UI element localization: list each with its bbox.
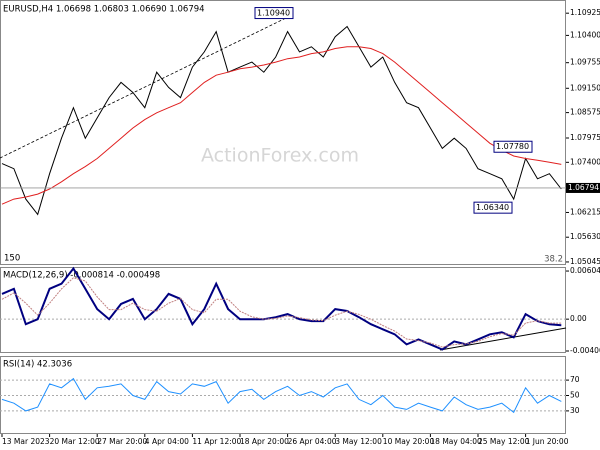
y-tick-label: 1.07400	[570, 157, 600, 166]
y-tick-label: 1.10925	[570, 8, 600, 17]
series-line	[1, 377, 562, 414]
rsi-title: RSI(14) 42.3036	[3, 360, 72, 370]
macd-panel	[0, 267, 566, 353]
series-line	[1, 277, 562, 348]
y-tick-label: 1.07975	[570, 133, 600, 142]
x-tick-label: 27 Mar 20:00	[97, 437, 147, 446]
series-line	[1, 46, 562, 205]
x-tick-label: 18 Apr 20:00	[240, 437, 289, 446]
x-tick-label: 18 May 04:00	[430, 437, 482, 446]
y-tick-label: 1.05630	[570, 232, 600, 241]
y-tick-label: 1.09755	[570, 58, 600, 67]
x-tick-label: 4 Apr 04:00	[145, 437, 189, 446]
y-tick-label: 70	[570, 375, 580, 384]
y-tick-label: -0.004005	[570, 346, 600, 355]
y-tick-label: 0.006049	[570, 266, 600, 275]
watermark: ActionForex.com	[201, 145, 359, 167]
annotation-box	[473, 201, 513, 214]
annotation-label: 1.07780	[496, 142, 529, 151]
y-tick-label: 0.00	[570, 314, 587, 323]
series-line	[1, 266, 562, 351]
series-line	[1, 25, 562, 216]
annotation-label: 1.06340	[476, 203, 509, 212]
x-tick-label: 25 May 12:00	[478, 437, 530, 446]
annotation-label: 1.10940	[257, 9, 290, 18]
price-panel	[0, 0, 566, 265]
last-price-box	[566, 182, 600, 193]
x-tick-label: 20 Mar 12:00	[50, 437, 100, 446]
y-tick-label: 1.09150	[570, 83, 600, 92]
y-tick-label: 1.08575	[570, 108, 600, 117]
x-tick-label: 13 Mar 2023	[2, 437, 50, 446]
y-tick-label: 1.06215	[570, 207, 600, 216]
fib-label: 38.2	[544, 255, 563, 265]
x-tick-label: 26 Apr 04:00	[288, 437, 337, 446]
trend-line	[0, 15, 291, 159]
x-tick-label: 3 May 12:00	[335, 437, 382, 446]
annotation-box	[254, 7, 294, 20]
y-tick-label: 1.10400	[570, 30, 600, 39]
y-tick-label: 1.05045	[570, 257, 600, 266]
macd-trend-line	[439, 327, 567, 351]
x-tick-label: 11 Apr 12:00	[192, 437, 241, 446]
edge-label: 150	[4, 254, 20, 264]
x-tick-label: 1 Jun 20:00	[526, 437, 569, 446]
y-tick-label: 50	[570, 391, 580, 400]
x-tick-label: 10 May 20:00	[383, 437, 435, 446]
macd-title: MACD(12,26,9) -0.000814 -0.000498	[3, 271, 160, 281]
chart-title: EURUSD,H4 1.06698 1.06803 1.06690 1.0679…	[3, 5, 205, 15]
y-tick-label: 30	[570, 406, 580, 415]
last-price-label: 1.06794	[568, 183, 599, 192]
annotation-box	[493, 140, 533, 153]
